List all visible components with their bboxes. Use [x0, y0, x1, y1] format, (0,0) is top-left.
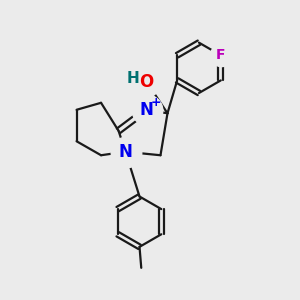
- Text: +: +: [151, 96, 162, 109]
- Text: H: H: [127, 71, 140, 86]
- Text: F: F: [216, 48, 226, 62]
- Text: O: O: [140, 73, 154, 91]
- Text: N: N: [140, 101, 153, 119]
- Text: N: N: [118, 143, 133, 161]
